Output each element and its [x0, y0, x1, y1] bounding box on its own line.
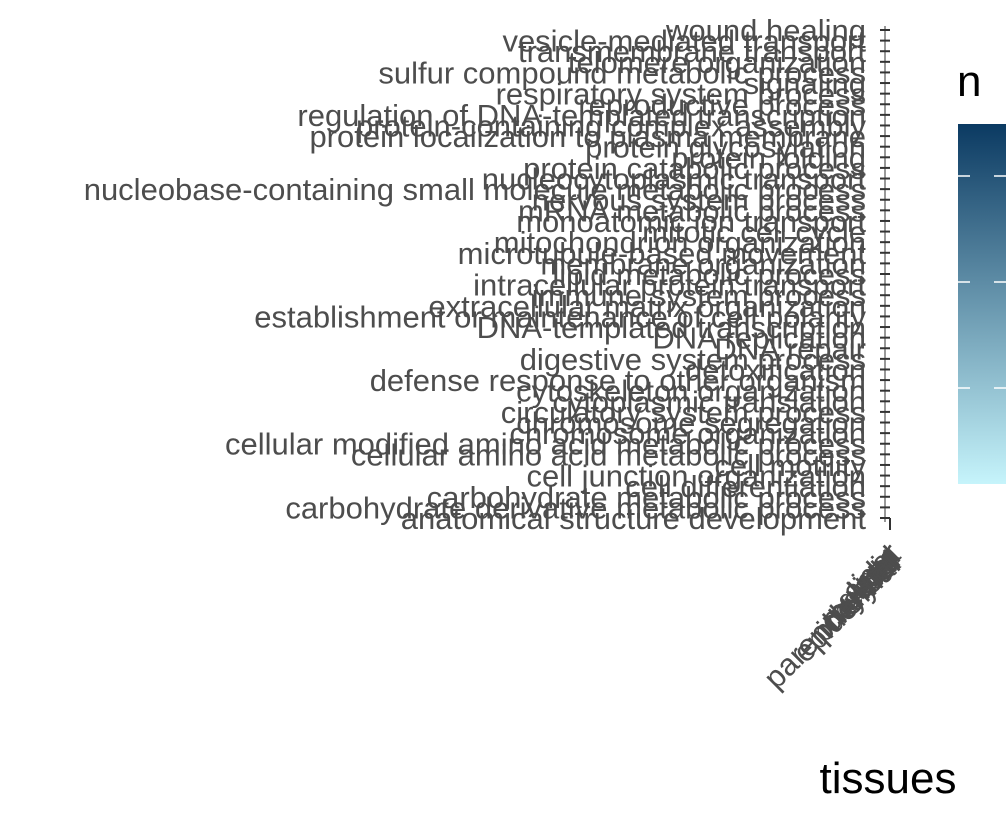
- y-tick-label: immune system process: [532, 278, 866, 313]
- y-axis: anatomical structure developmentcarbohyd…: [84, 13, 890, 536]
- y-tick-label: signaling: [744, 66, 866, 101]
- y-tick-label: microtubule-based movement: [458, 236, 867, 271]
- y-tick-label: intracellular protein transport: [473, 268, 866, 303]
- y-tick-label: respiratory system process: [496, 77, 866, 112]
- y-tick-label: extracellular matrix organization: [428, 289, 866, 324]
- y-tick-label: carbohydrate derivative metabolic proces…: [285, 490, 866, 525]
- y-tick-label: nucleocytoplasmic transport: [482, 162, 867, 197]
- y-tick-label: protein localization to plasma membrane: [309, 119, 866, 154]
- y-tick-label: establishment or maintenance of cell pol…: [254, 299, 866, 334]
- y-tick-label: cell differentiation: [625, 469, 866, 504]
- y-tick-label: membrane organization: [540, 246, 866, 281]
- x-axis-title: tissues: [820, 754, 957, 803]
- y-tick-label: protein folding: [671, 140, 866, 175]
- y-tick-label: vesicle-mediated transport: [502, 24, 866, 59]
- legend-colorbar: [958, 124, 1006, 484]
- y-tick-label: anatomical structure development: [401, 501, 867, 536]
- x-tick-label: epidermal: [786, 548, 907, 669]
- y-tick-label: chromosome organization: [509, 416, 866, 451]
- y-tick-label: monoatomic ion transport: [516, 204, 866, 239]
- y-tick-label: transmembrane transport: [518, 34, 866, 69]
- y-tick-label: carbohydrate metabolic process: [427, 480, 866, 515]
- y-tick-label: chromosome segregation: [516, 406, 866, 441]
- y-tick-label: protein-containing complex assembly: [356, 108, 867, 143]
- y-tick-label: lipid metabolic process: [552, 257, 866, 292]
- y-tick-label: sulfur compound metabolic process: [378, 55, 866, 90]
- y-tick-label: cell junction organization: [527, 459, 867, 494]
- y-tick-label: circulatory system process: [501, 395, 866, 430]
- y-tick-label: cytoplasmic translation: [552, 384, 866, 419]
- legend-ticks: [958, 175, 1006, 389]
- y-tick-label: cytoskeleton organization: [516, 374, 866, 409]
- y-tick-label: reproductive process: [578, 87, 866, 122]
- y-tick-label: DNA replication: [652, 321, 866, 356]
- y-tick-label: mRNA metabolic process: [518, 193, 866, 228]
- y-tick-label: defense response to other organism: [370, 363, 866, 398]
- y-tick-label: DNA repair: [714, 331, 866, 366]
- y-tick-label: protein glycosylation: [585, 130, 866, 165]
- y-tick-label: cellular amino acid metabolic process: [351, 437, 866, 472]
- y-tick-label: protein catabolic process: [523, 151, 866, 186]
- y-tick-label: nucleobase-containing small molecule met…: [84, 172, 866, 207]
- y-tick-label: wound healing: [665, 13, 866, 48]
- y-tick-label: regulation of DNA-templated transcriptio…: [297, 98, 866, 133]
- legend-title: n: [957, 57, 981, 106]
- y-tick-label: cell motility: [714, 448, 866, 483]
- y-tick-label: mitotic cell cycle: [642, 215, 866, 250]
- color-legend: n: [957, 57, 1006, 484]
- y-tick-label: telomere organization: [568, 45, 866, 80]
- y-tick-label: DNA-templated transcription: [477, 310, 866, 345]
- y-tick-label: nervous system process: [532, 183, 866, 218]
- y-tick-label: digestive system process: [520, 342, 866, 377]
- y-tick-label: cellular modified amino acid metabolic p…: [225, 427, 866, 462]
- x-axis: cigargliaglandlivermuscleneuralparenchym…: [757, 518, 907, 695]
- y-tick-label: mitochondrion organization: [494, 225, 866, 260]
- y-tick-label: detoxification: [685, 352, 866, 387]
